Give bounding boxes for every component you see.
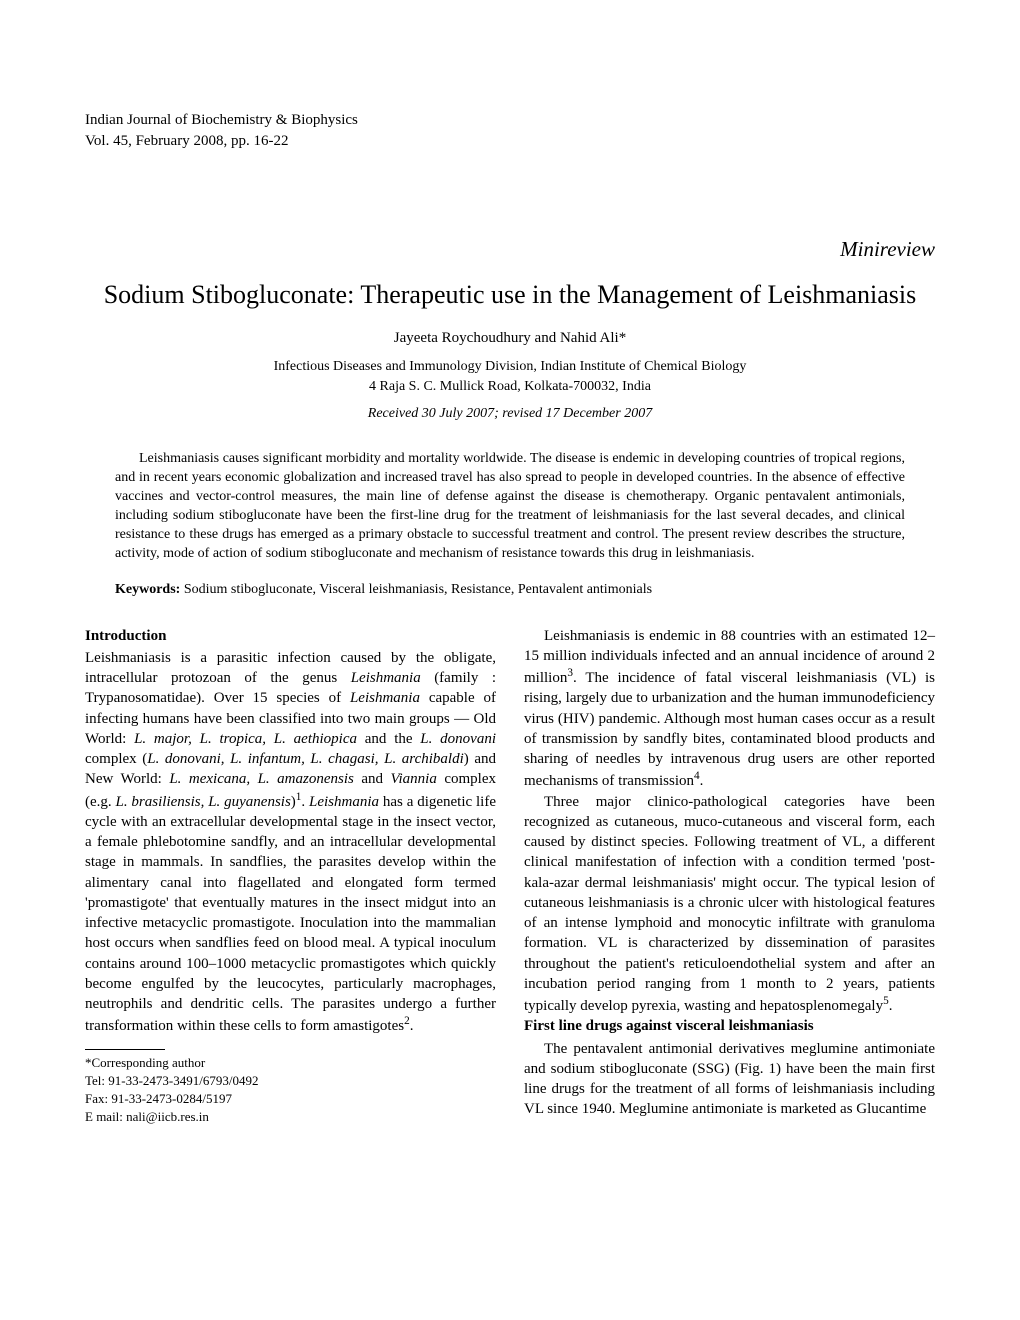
affiliation-line2: 4 Raja S. C. Mullick Road, Kolkata-70003… xyxy=(85,377,935,397)
journal-vol: Vol. 45, February 2008, pp. 16-22 xyxy=(85,131,935,152)
authors: Jayeeta Roychoudhury and Nahid Ali* xyxy=(85,330,935,347)
article-type: Minireview xyxy=(85,237,935,262)
body-columns: Introduction Leishmaniasis is a parasiti… xyxy=(85,626,935,1127)
right-column: Leishmaniasis is endemic in 88 countries… xyxy=(524,626,935,1127)
footnote-corresponding: *Corresponding author xyxy=(85,1054,496,1072)
abstract: Leishmaniasis causes significant morbidi… xyxy=(115,450,905,563)
footnote-separator xyxy=(85,1049,165,1050)
keywords-label: Keywords: xyxy=(115,582,180,597)
keywords-text: Sodium stibogluconate, Visceral leishman… xyxy=(180,582,652,597)
firstline-heading: First line drugs against visceral leishm… xyxy=(524,1016,935,1036)
journal-header: Indian Journal of Biochemistry & Biophys… xyxy=(85,110,935,152)
footnote-fax: Fax: 91-33-2473-0284/5197 xyxy=(85,1090,496,1108)
footnote-tel: Tel: 91-33-2473-3491/6793/0492 xyxy=(85,1072,496,1090)
epidemiology-paragraph: Leishmaniasis is endemic in 88 countries… xyxy=(524,626,935,792)
article-title: Sodium Stibogluconate: Therapeutic use i… xyxy=(85,280,935,310)
journal-name: Indian Journal of Biochemistry & Biophys… xyxy=(85,110,935,131)
clinical-paragraph: Three major clinico-pathological categor… xyxy=(524,792,935,1017)
affiliation-line1: Infectious Diseases and Immunology Divis… xyxy=(85,357,935,377)
received-dates: Received 30 July 2007; revised 17 Decemb… xyxy=(85,406,935,422)
introduction-heading: Introduction xyxy=(85,626,496,646)
firstline-paragraph: The pentavalent antimonial derivatives m… xyxy=(524,1039,935,1120)
affiliation: Infectious Diseases and Immunology Divis… xyxy=(85,357,935,396)
footnote: *Corresponding author Tel: 91-33-2473-34… xyxy=(85,1054,496,1127)
keywords-block: Keywords: Sodium stibogluconate, Viscera… xyxy=(115,582,905,598)
intro-paragraph: Leishmaniasis is a parasitic infection c… xyxy=(85,648,496,1037)
left-column: Introduction Leishmaniasis is a parasiti… xyxy=(85,626,496,1127)
footnote-email: E mail: nali@iicb.res.in xyxy=(85,1108,496,1126)
